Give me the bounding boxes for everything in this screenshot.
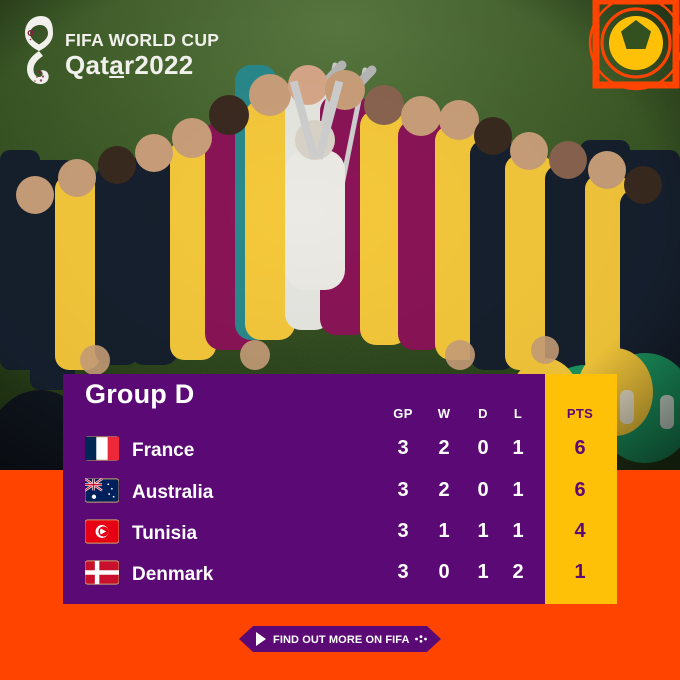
svg-text:FIND OUT MORE ON FIFA: FIND OUT MORE ON FIFA	[273, 634, 410, 646]
